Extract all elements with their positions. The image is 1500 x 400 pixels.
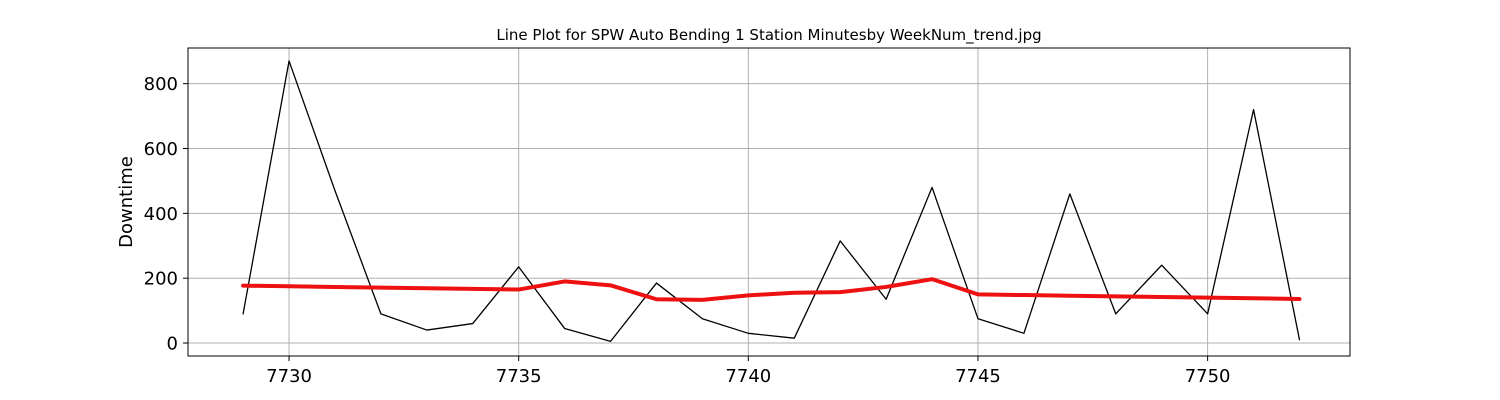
y-tick-label: 800 bbox=[144, 74, 178, 95]
chart-title: Line Plot for SPW Auto Bending 1 Station… bbox=[496, 26, 1041, 45]
trend-series-line bbox=[241, 277, 1302, 302]
axis-ticks: 7730 7735 7740 7745 7750 0 200 400 600 800 bbox=[144, 74, 1231, 387]
x-tick-label: 7750 bbox=[1185, 366, 1231, 387]
x-tick-label: 7730 bbox=[266, 366, 312, 387]
plot-frame bbox=[187, 47, 1351, 357]
y-axis-label: Downtime bbox=[116, 156, 137, 248]
y-tick-label: 600 bbox=[144, 139, 178, 160]
y-tick-label: 200 bbox=[144, 269, 178, 290]
x-tick-label: 7745 bbox=[955, 366, 1001, 387]
x-tick-label: 7740 bbox=[725, 366, 771, 387]
x-tick-label: 7735 bbox=[496, 366, 542, 387]
series-lines bbox=[241, 60, 1302, 343]
y-tick-label: 400 bbox=[144, 204, 178, 225]
grid bbox=[188, 48, 1350, 356]
downtime-series-line bbox=[242, 60, 1301, 343]
y-tick-label: 0 bbox=[167, 334, 178, 355]
